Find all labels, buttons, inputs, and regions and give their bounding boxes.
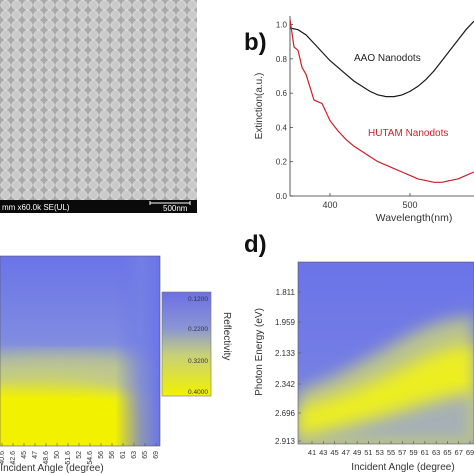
y-tick-label-d: 2.133 xyxy=(275,349,296,358)
x-tick-label-c: 51.6 xyxy=(65,451,72,465)
y-tick-label-b: 1.0 xyxy=(276,21,288,30)
x-ticks-d: 41 43 45 47 49 51 53 55 57 59 61 63 65 67 69 xyxy=(308,441,474,457)
y-tick-label-b: 0.0 xyxy=(276,192,288,201)
y-ticks-d: 1.811 1.959 2.133 2.342 2.696 2.913 xyxy=(275,288,301,446)
y-tick-label-d: 2.342 xyxy=(275,380,296,389)
x-tick-label-d: 63 xyxy=(432,448,440,457)
x-tick-label-d: 43 xyxy=(319,448,327,457)
x-ticks-c: 40.6 42.6 45 47 48.6 50 51.6 52 54.6 56 56 61 63 65 69 xyxy=(0,443,160,465)
colorbar-tick-label: 0.4000 xyxy=(188,389,208,396)
x-tick-label-b: 400 xyxy=(322,200,337,210)
x-tick-label-d: 61 xyxy=(421,448,429,457)
colorbar-gradient xyxy=(161,291,212,397)
x-tick-label-c: 48.6 xyxy=(43,451,50,465)
x-tick-label-c: 42.6 xyxy=(10,451,17,465)
x-tick-label-b: 500 xyxy=(402,200,417,210)
x-tick-label-d: 49 xyxy=(353,448,361,457)
x-axis-label-c: Incident Angle (degree) xyxy=(0,463,103,474)
x-tick-label-d: 55 xyxy=(387,448,395,457)
y-tick-label-d: 2.913 xyxy=(275,437,296,446)
colorbar-tick-label: 0.3200 xyxy=(188,358,208,365)
x-tick-label-c: 69 xyxy=(153,451,160,459)
x-tick-label-c: 40.6 xyxy=(0,451,6,465)
heatmap-d xyxy=(298,262,474,444)
x-tick-label-d: 59 xyxy=(409,448,417,457)
x-tick-label-d: 47 xyxy=(342,448,350,457)
panel-b: b) 0.0 0.2 0.4 0.6 0.8 1.0 400 500 Wavelength(nm… xyxy=(244,16,474,224)
colorbar-label: Reflectivity xyxy=(221,312,232,360)
x-axis-label-b: Wavelength(nm) xyxy=(376,212,453,224)
x-tick-label-d: 41 xyxy=(308,448,316,457)
x-tick-label-d: 65 xyxy=(443,448,451,457)
scale-bar-label: 500nm xyxy=(163,204,188,213)
x-tick-label-c: 63 xyxy=(131,451,138,459)
colorbar-tick-label: 0.1200 xyxy=(188,296,208,303)
y-axis-label-b: Extinction(a.u.) xyxy=(254,73,265,140)
x-tick-label-d: 45 xyxy=(330,448,338,457)
panel-d: d) 1.811 1.959 2.133 2.342 2.696 2.913 41 43 45… xyxy=(244,231,474,473)
x-tick-label-d: 53 xyxy=(376,448,384,457)
y-tick-label-b: 0.4 xyxy=(276,123,288,132)
x-tick-label-c: 52 xyxy=(76,451,83,459)
y-tick-label-b: 0.8 xyxy=(276,55,288,64)
x-tick-label-d: 57 xyxy=(398,448,406,457)
colorbar-tick-label: 0.2200 xyxy=(188,326,208,333)
y-tick-label-b: 0.6 xyxy=(276,89,288,98)
x-tick-label-c: 65 xyxy=(142,451,149,459)
x-tick-label-c: 56 xyxy=(98,451,105,459)
x-axis-label-d: Incident Angle (degree) xyxy=(351,462,454,473)
scale-bar xyxy=(149,201,191,205)
plot-b: 0.0 0.2 0.4 0.6 0.8 1.0 400 500 Wavelength(nm) Ex… xyxy=(254,16,474,224)
x-tick-label-d: 67 xyxy=(455,448,463,457)
sem-info-text: mm x60.0k SE(UL) xyxy=(2,203,70,212)
y-tick-label-b: 0.2 xyxy=(276,158,288,167)
series-line-hutam xyxy=(289,19,474,183)
heatmap-c-frame xyxy=(0,255,161,447)
y-axis-label-d: Photon Energy (eV) xyxy=(254,308,265,396)
x-tick-label-c: 61 xyxy=(120,451,127,459)
x-tick-label-d: 51 xyxy=(364,448,372,457)
y-tick-label-d: 2.696 xyxy=(275,409,296,418)
panel-a: mm x60.0k SE(UL) 500nm xyxy=(0,0,197,213)
x-tick-label-d: 69 xyxy=(466,448,474,457)
x-tick-label-c: 50 xyxy=(54,451,61,459)
x-tick-label-c: 45 xyxy=(21,451,28,459)
series-label-aao: AAO Nanodots xyxy=(354,53,421,64)
x-tick-label-c: 47 xyxy=(32,451,39,459)
y-tick-label-d: 1.959 xyxy=(275,318,296,327)
series-label-hutam: HUTAM Nanodots xyxy=(368,128,448,139)
heatmap-c xyxy=(0,256,160,446)
panel-c: 40.6 42.6 45 47 48.6 50 51.6 52 54.6 56 56 61 63 65 69… xyxy=(0,255,232,474)
x-tick-label-c: 54.6 xyxy=(87,451,94,465)
panel-letter-d: d) xyxy=(244,231,267,258)
y-tick-label-d: 1.811 xyxy=(276,288,296,297)
panel-letter-b: b) xyxy=(244,29,267,56)
colorbar: 0.1200 0.2200 0.3200 0.4000 Reflectivity xyxy=(161,291,232,397)
series-line-aao xyxy=(289,20,474,98)
x-tick-label-c: 56 xyxy=(109,451,116,459)
sem-info-bar xyxy=(0,200,197,213)
